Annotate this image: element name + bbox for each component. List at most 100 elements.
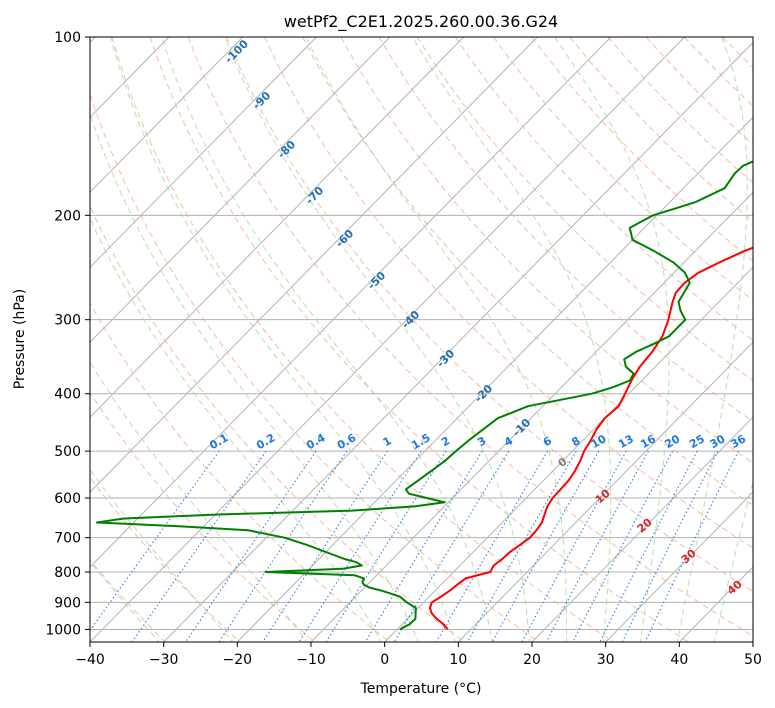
mixing-ratio-label: 10 — [589, 432, 609, 451]
moist-adiabat-label: 40 — [725, 577, 745, 597]
dry-adiabat-line — [90, 391, 316, 642]
x-tick-label: −20 — [223, 652, 253, 668]
x-tick-label: −30 — [149, 652, 179, 668]
mixing-ratio-label: 25 — [687, 432, 707, 451]
moist-adiabat-line — [305, 37, 567, 642]
isotherm-line — [90, 37, 244, 194]
y-tick-label: 600 — [54, 491, 81, 507]
mixing-ratio-label: 0.1 — [207, 431, 230, 452]
mixing-ratio-line — [185, 450, 317, 642]
x-tick-label: 40 — [670, 652, 688, 668]
isotherm-line — [90, 37, 317, 269]
y-tick-label: 400 — [54, 387, 81, 403]
isotherm-line — [90, 37, 538, 493]
y-tick-label: 500 — [54, 444, 81, 460]
moist-adiabat-label: 10 — [593, 486, 613, 506]
isotherm-label: -20 — [472, 382, 495, 405]
mixing-ratio-label: 2 — [439, 434, 452, 449]
mixing-ratio-line — [325, 450, 447, 642]
x-tick-label: 30 — [597, 652, 615, 668]
mixing-ratio-line — [572, 450, 674, 642]
mixing-ratio-label: 16 — [638, 432, 658, 451]
mixing-ratio-line — [521, 450, 627, 642]
mixing-ratio-line — [90, 450, 220, 632]
mixing-ratio-line — [599, 450, 698, 642]
moist-adiabat-line — [90, 361, 308, 642]
mixing-ratio-line — [218, 450, 348, 642]
moist-adiabat-line — [412, 37, 612, 642]
mixing-ratio-line — [545, 450, 649, 642]
mixing-ratio-label: 0.4 — [304, 431, 328, 452]
chart-title: wetPf2_C2E1.2025.260.00.36.G24 — [284, 12, 558, 32]
dewpoint-profile — [95, 160, 753, 631]
mixing-ratio-label: 6 — [541, 434, 554, 449]
isotherm-label: -40 — [399, 308, 422, 331]
moist-adiabat-line — [90, 468, 234, 642]
dry-adiabat-line — [492, 37, 753, 301]
y-tick-label: 700 — [54, 531, 81, 547]
dry-adiabat-line — [90, 204, 465, 642]
y-tick-label: 200 — [54, 208, 81, 224]
dry-adiabat-line — [187, 37, 753, 637]
dry-adiabat-line — [722, 37, 753, 69]
mixing-ratio-line — [466, 450, 577, 642]
x-tick-label: −10 — [296, 652, 326, 668]
isotherm-line — [457, 341, 753, 642]
moist-adiabat-line — [713, 480, 753, 642]
dry-adiabat-line — [111, 37, 615, 642]
x-tick-label: 50 — [744, 652, 762, 668]
y-axis: 100 200 300 400 500 600 700 800 900 1000 — [45, 30, 90, 638]
isotherm-label: -30 — [434, 347, 457, 370]
isotherm-line — [90, 37, 612, 568]
isotherm-line — [752, 641, 753, 642]
mixing-ratio-label: 1 — [381, 434, 394, 449]
dry-adiabat-line — [340, 37, 753, 464]
mixing-ratio-line — [621, 450, 719, 642]
isotherm-line — [90, 37, 465, 418]
y-tick-label: 800 — [54, 565, 81, 581]
mixing-ratio-label: 8 — [569, 434, 582, 449]
dry-adiabat-line — [378, 37, 753, 423]
isotherm-label: -90 — [250, 89, 273, 112]
isotherm-line — [605, 491, 753, 642]
moist-adiabat-line — [554, 37, 670, 642]
mixing-ratio-line — [298, 450, 422, 642]
isotherm-label: -60 — [333, 227, 356, 250]
x-axis: −40 −30 −20 −10 0 10 20 30 40 50 — [75, 642, 762, 668]
x-tick-label: 0 — [380, 652, 389, 668]
plot-frame — [89, 36, 754, 643]
dry-adiabat-line — [264, 37, 753, 549]
mixing-ratio-label: 0.6 — [335, 431, 359, 452]
mixing-ratio-line — [491, 450, 600, 642]
mixing-ratio-label: 13 — [616, 432, 636, 451]
mixing-ratio-line — [435, 450, 549, 642]
dry-adiabat-line — [454, 37, 753, 341]
moist-adiabat-line — [90, 217, 382, 642]
isotherm-label: -80 — [275, 138, 298, 161]
y-tick-label: 100 — [54, 30, 81, 46]
x-tick-label: −40 — [75, 652, 105, 668]
mixing-ratio-line — [131, 450, 267, 642]
dry-adiabat-line — [416, 37, 753, 382]
isotherm-line — [310, 191, 753, 642]
dry-adiabat-line — [149, 37, 690, 642]
mixing-ratio-label: 30 — [708, 432, 728, 451]
dry-adiabat-line — [90, 302, 391, 642]
moist-adiabat-label: 20 — [635, 515, 655, 535]
x-tick-label: 20 — [523, 652, 541, 668]
dry-adiabat-line — [645, 37, 753, 145]
dry-adiabat-line — [225, 37, 753, 593]
mixing-ratio-line — [262, 450, 388, 642]
isotherm-label: -50 — [365, 269, 388, 292]
isotherm-line — [90, 37, 686, 642]
y-tick-label: 300 — [54, 313, 81, 329]
y-tick-label: 1000 — [45, 622, 81, 638]
isotherm-line — [90, 37, 391, 343]
x-axis-label: Temperature (°C) — [360, 681, 482, 697]
mixing-ratio-label: 1.5 — [409, 431, 432, 452]
isotherm-line — [163, 41, 753, 642]
mixing-ratio-label: 3 — [475, 434, 488, 449]
isotherm-line — [384, 266, 753, 642]
moist-adiabat-line — [161, 37, 493, 642]
